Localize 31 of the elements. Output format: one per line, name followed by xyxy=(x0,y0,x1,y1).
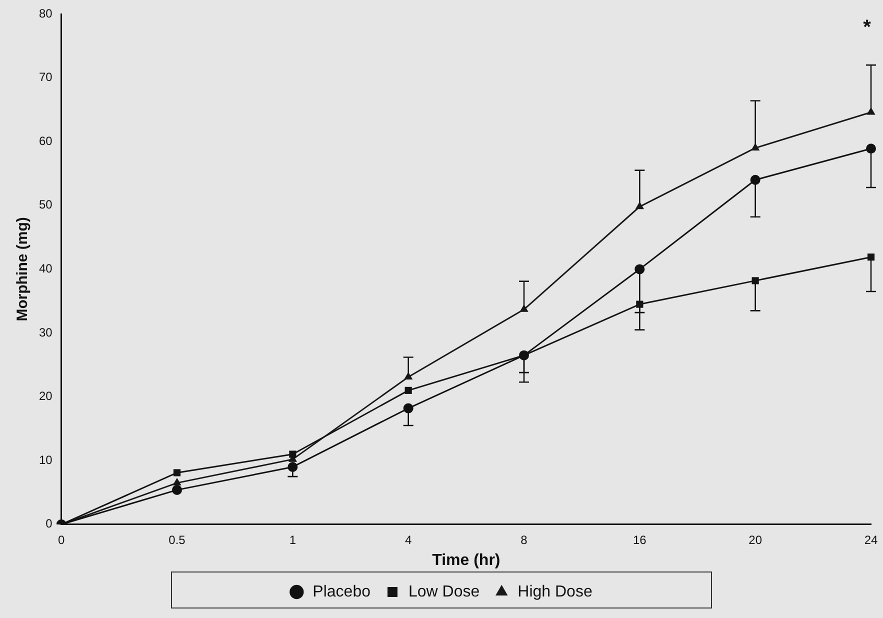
point xyxy=(866,144,876,154)
legend-label: Placebo xyxy=(312,583,371,600)
y-tick-label: 40 xyxy=(38,262,53,276)
x-tick-label: 4 xyxy=(405,532,412,547)
legend-label: Low Dose xyxy=(408,583,480,600)
x-tick-label: 16 xyxy=(632,532,647,547)
y-tick-label: 70 xyxy=(38,70,53,84)
legend-label: High Dose xyxy=(518,583,592,600)
x-tick-label: 20 xyxy=(748,532,762,547)
x-tick-label: 1 xyxy=(289,532,296,547)
y-axis-title: Morphine (mg) xyxy=(14,217,32,322)
point xyxy=(404,386,412,394)
y-tick-label: 10 xyxy=(38,452,53,467)
x-tick-label: 8 xyxy=(520,532,528,547)
point xyxy=(173,469,181,476)
point xyxy=(172,484,182,495)
y-tick-label: 50 xyxy=(38,198,53,212)
point xyxy=(172,478,182,486)
annotation: * xyxy=(863,16,872,39)
point xyxy=(289,450,296,458)
y-tick-label: 20 xyxy=(38,389,53,404)
y-tick-label: 30 xyxy=(38,325,53,340)
x-tick-label: 24 xyxy=(864,532,878,547)
y-tick-label: 80 xyxy=(38,6,53,20)
point xyxy=(866,107,876,115)
x-tick-label: 0.5 xyxy=(168,532,186,547)
y-tick-label: 60 xyxy=(38,134,53,148)
point xyxy=(867,254,875,261)
y-tick-label: 0 xyxy=(46,516,53,531)
x-tick-label: 0 xyxy=(58,532,66,547)
x-axis-title: Time (hr) xyxy=(432,552,500,569)
